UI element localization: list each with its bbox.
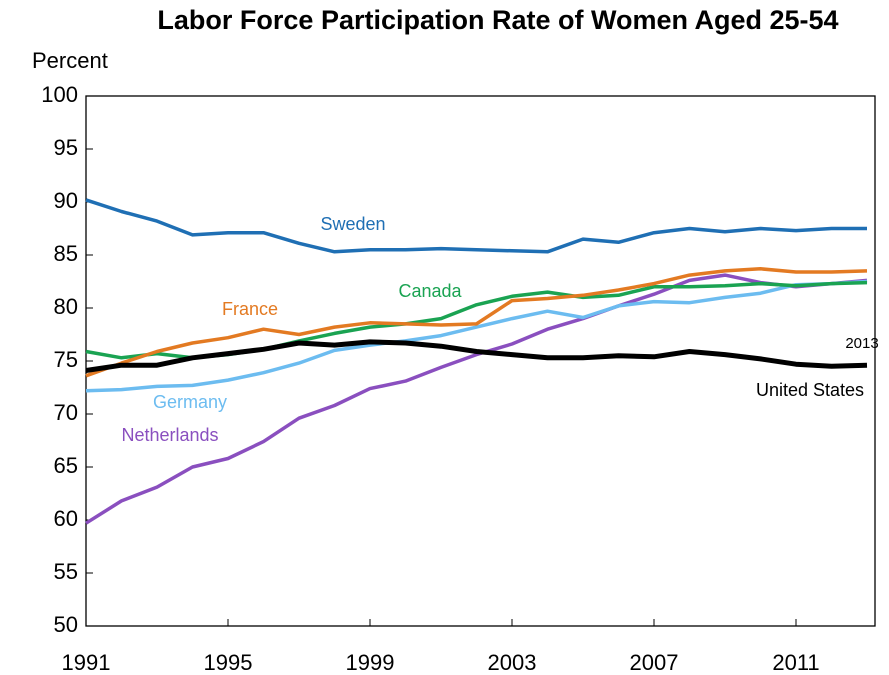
y-tick-label: 70 <box>54 400 78 425</box>
series-line <box>85 267 868 378</box>
y-tick-label: 65 <box>54 453 78 478</box>
y-tick-label: 95 <box>54 135 78 160</box>
y-tick-label: 60 <box>54 506 78 531</box>
y-tick-label: 85 <box>54 241 78 266</box>
x-tick-label: 2011 <box>772 650 819 675</box>
x-tick-label: 2007 <box>630 650 679 675</box>
series-line <box>85 198 867 254</box>
series-line <box>85 273 868 525</box>
series-label: Canada <box>398 281 462 301</box>
series-line <box>85 279 868 393</box>
y-axis-label: Percent <box>32 48 108 73</box>
series-label: France <box>222 299 278 319</box>
y-tick-label: 80 <box>54 294 78 319</box>
series-label: United States <box>756 380 864 400</box>
series-label: Germany <box>153 392 227 412</box>
annotation: 2013 <box>845 335 878 352</box>
y-tick-label: 100 <box>41 82 78 107</box>
x-tick-label: 1999 <box>346 650 395 675</box>
y-tick-label: 50 <box>54 612 78 637</box>
series-label: Sweden <box>320 214 385 234</box>
y-tick-label: 75 <box>54 347 78 372</box>
series-label: Netherlands <box>121 425 218 445</box>
y-tick-label: 90 <box>54 188 78 213</box>
plot-frame <box>85 95 876 627</box>
x-tick-label: 1995 <box>204 650 253 675</box>
series-line <box>85 339 868 373</box>
x-tick-label: 1991 <box>62 650 111 675</box>
x-tick-label: 2003 <box>488 650 537 675</box>
chart-title: Labor Force Participation Rate of Women … <box>157 5 838 35</box>
y-tick-label: 55 <box>54 559 78 584</box>
